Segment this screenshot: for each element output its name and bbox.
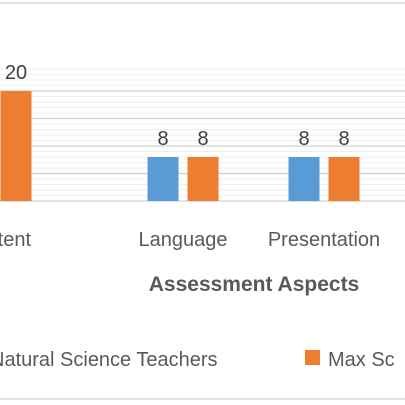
data-label: 8 <box>298 128 309 150</box>
category-tick-label: Content <box>0 229 31 251</box>
legend-entry: Max Sc <box>328 349 395 371</box>
gridlines <box>0 68 405 202</box>
category-tick-label: Language <box>139 229 228 251</box>
data-label: 8 <box>197 128 208 150</box>
bar-language-series-1 <box>147 157 179 201</box>
category-tick-labels: Content Language Presentation <box>0 229 380 251</box>
category-tick-label: Presentation <box>268 229 380 251</box>
data-label: 20 <box>5 62 27 84</box>
data-label: 8 <box>157 128 168 150</box>
bar-language-series-2 <box>187 157 219 201</box>
bars <box>0 91 360 201</box>
bar-presentation-series-2 <box>328 157 360 201</box>
bar-content-series-2 <box>0 91 32 201</box>
data-labels: 19208888 <box>5 62 350 150</box>
x-axis-label: Assessment Aspects <box>149 273 360 296</box>
bar-presentation-series-1 <box>288 157 320 201</box>
legend: Natural Science Teachers Max Sc <box>0 349 395 371</box>
legend-entry: Natural Science Teachers <box>0 349 218 371</box>
legend-swatch <box>305 350 320 365</box>
data-label: 8 <box>338 128 349 150</box>
